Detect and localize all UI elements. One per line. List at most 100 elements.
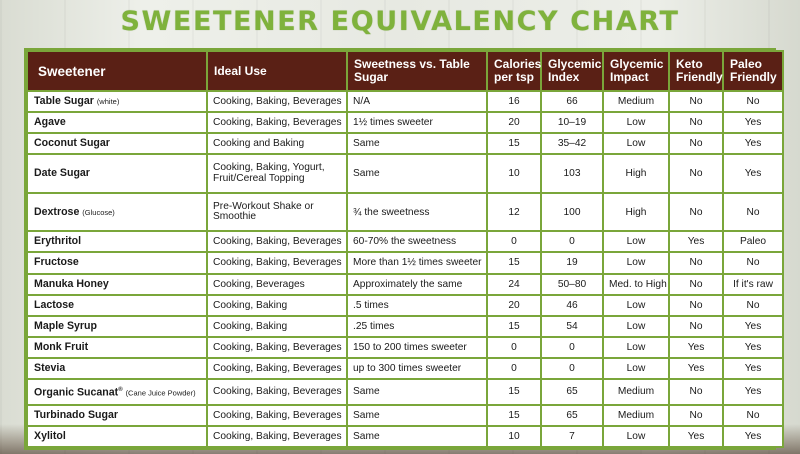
table-row: Date Sugar Cooking, Baking, Yogurt, Fruit… bbox=[28, 155, 782, 192]
calories-cell: 0 bbox=[488, 358, 540, 379]
keto-cell: No bbox=[670, 405, 722, 425]
glycemic-index-cell: 54 bbox=[542, 316, 602, 336]
paleo-cell: Yes bbox=[724, 316, 782, 336]
table-row: Lactose Cooking, Baking .5 times 20 46 Low No N… bbox=[28, 295, 782, 315]
sweetener-name-cell: Date Sugar bbox=[28, 155, 206, 192]
ideal-use-cell: Cooking, Baking, Beverages bbox=[208, 232, 346, 252]
sweetness-cell: up to 300 times sweeter bbox=[348, 358, 486, 379]
glycemic-impact-cell: Low bbox=[604, 134, 668, 154]
table-row: Xylitol Cooking, Baking, Beverages Same 10 7… bbox=[28, 426, 782, 446]
sweetener-name-cell: Monk Fruit bbox=[28, 337, 206, 357]
sweetener-name: Stevia bbox=[34, 362, 66, 375]
glycemic-index-cell: 0 bbox=[542, 232, 602, 252]
chart-frame: Sweetener Ideal Use Sweetness vs. Table … bbox=[24, 48, 784, 450]
keto-cell: No bbox=[670, 295, 722, 315]
column-header-glycemic-impact: Glycemic Impact bbox=[604, 52, 668, 90]
sweetener-name-cell: Organic Sucanat® (Cane Juice Powder) bbox=[28, 380, 206, 404]
sweetness-cell: ¾ the sweetness bbox=[348, 193, 486, 231]
glycemic-index-cell: 46 bbox=[542, 295, 602, 315]
keto-cell: No bbox=[670, 193, 722, 231]
glycemic-index-cell: 100 bbox=[542, 193, 602, 231]
glycemic-index-cell: 65 bbox=[542, 405, 602, 425]
sweetener-name-cell: Fructose bbox=[28, 253, 206, 273]
table-row: Dextrose (Glucose) Pre-Workout Shake or S… bbox=[28, 193, 782, 231]
glycemic-index-cell: 66 bbox=[542, 92, 602, 112]
ideal-use-cell: Cooking, Baking, Beverages bbox=[208, 337, 346, 357]
glycemic-impact-cell: Low bbox=[604, 426, 668, 446]
table-row: Stevia Cooking, Baking, Beverages up to 30… bbox=[28, 358, 782, 379]
page-title: SWEETENER EQUIVALENCY CHART bbox=[120, 6, 680, 37]
calories-cell: 0 bbox=[488, 337, 540, 357]
column-header-paleo: Paleo Friendly bbox=[724, 52, 782, 90]
table-row: Coconut Sugar Cooking and Baking Same 15 35–… bbox=[28, 134, 782, 154]
table-row: Maple Syrup Cooking, Baking .25 times 15 54 L… bbox=[28, 316, 782, 336]
sweetness-cell: Approximately the same bbox=[348, 274, 486, 294]
glycemic-impact-cell: Low bbox=[604, 316, 668, 336]
paleo-cell: If it's raw bbox=[724, 274, 782, 294]
sweetener-name: Dextrose bbox=[34, 205, 80, 218]
ideal-use-cell: Cooking, Baking, Beverages bbox=[208, 380, 346, 404]
glycemic-index-cell: 19 bbox=[542, 253, 602, 273]
calories-cell: 10 bbox=[488, 155, 540, 192]
glycemic-index-cell: 0 bbox=[542, 337, 602, 357]
keto-cell: No bbox=[670, 253, 722, 273]
table-row: Erythritol Cooking, Baking, Beverages 60-7… bbox=[28, 232, 782, 252]
sweetness-cell: Same bbox=[348, 426, 486, 446]
ideal-use-cell: Cooking, Baking, Beverages bbox=[208, 92, 346, 112]
calories-cell: 16 bbox=[488, 92, 540, 112]
ideal-use-cell: Cooking, Beverages bbox=[208, 274, 346, 294]
glycemic-index-cell: 50–80 bbox=[542, 274, 602, 294]
keto-cell: Yes bbox=[670, 232, 722, 252]
glycemic-impact-cell: Low bbox=[604, 232, 668, 252]
sweetener-name-cell: Dextrose (Glucose) bbox=[28, 193, 206, 231]
column-header-ideal-use: Ideal Use bbox=[208, 52, 346, 90]
glycemic-index-cell: 0 bbox=[542, 358, 602, 379]
paleo-cell: Yes bbox=[724, 426, 782, 446]
glycemic-impact-cell: Low bbox=[604, 358, 668, 379]
sweetness-cell: .5 times bbox=[348, 295, 486, 315]
glycemic-index-cell: 65 bbox=[542, 380, 602, 404]
glycemic-index-cell: 35–42 bbox=[542, 134, 602, 154]
calories-cell: 10 bbox=[488, 426, 540, 446]
glycemic-index-cell: 7 bbox=[542, 426, 602, 446]
glycemic-impact-cell: Medium bbox=[604, 92, 668, 112]
sweetener-name: Organic Sucanat bbox=[34, 386, 119, 399]
calories-cell: 24 bbox=[488, 274, 540, 294]
column-header-calories: Calories per tsp bbox=[488, 52, 541, 90]
ideal-use-cell: Cooking, Baking, Beverages bbox=[208, 426, 346, 446]
sweetener-name-cell: Erythritol bbox=[28, 232, 206, 252]
sweetener-name-cell: Agave bbox=[28, 113, 206, 133]
sweetness-cell: Same bbox=[348, 380, 486, 404]
ideal-use-cell: Cooking, Baking, Beverages bbox=[208, 358, 346, 379]
ideal-use-cell: Cooking, Baking, Beverages bbox=[208, 253, 346, 273]
sweetener-name-cell: Table Sugar (white) bbox=[28, 92, 206, 112]
glycemic-impact-cell: Low bbox=[604, 295, 668, 315]
sweetener-name-cell: Turbinado Sugar bbox=[28, 405, 206, 425]
glycemic-impact-cell: High bbox=[604, 193, 668, 231]
glycemic-index-cell: 10–19 bbox=[542, 113, 602, 133]
sweetener-name: Erythritol bbox=[34, 235, 82, 248]
sweetener-name: Maple Syrup bbox=[34, 319, 97, 332]
sweetener-name-cell: Lactose bbox=[28, 295, 206, 315]
column-header-glycemic-index: Glycemic Index bbox=[542, 52, 602, 90]
glycemic-impact-cell: Low bbox=[604, 337, 668, 357]
ideal-use-cell: Cooking, Baking, Beverages bbox=[208, 113, 346, 133]
table-row: Fructose Cooking, Baking, Beverages More t… bbox=[28, 253, 782, 273]
calories-cell: 15 bbox=[488, 253, 540, 273]
paleo-cell: No bbox=[724, 405, 782, 425]
keto-cell: No bbox=[670, 380, 722, 404]
sweetener-name-cell: Manuka Honey bbox=[28, 274, 206, 294]
paleo-cell: Yes bbox=[724, 134, 782, 154]
keto-cell: Yes bbox=[670, 426, 722, 446]
ideal-use-cell: Cooking, Baking, Yogurt, Fruit/Cereal To… bbox=[208, 155, 346, 192]
paleo-cell: Yes bbox=[724, 358, 782, 379]
paleo-cell: Yes bbox=[724, 337, 782, 357]
paleo-cell: Yes bbox=[724, 113, 782, 133]
calories-cell: 20 bbox=[488, 113, 540, 133]
sweetener-table: Sweetener Ideal Use Sweetness vs. Table … bbox=[26, 50, 784, 448]
sweetness-cell: N/A bbox=[348, 92, 486, 112]
keto-cell: No bbox=[670, 155, 722, 192]
sweetener-name: Lactose bbox=[34, 298, 75, 311]
sweetener-name: Date Sugar bbox=[34, 167, 90, 180]
sweetener-name: Monk Fruit bbox=[34, 340, 89, 353]
